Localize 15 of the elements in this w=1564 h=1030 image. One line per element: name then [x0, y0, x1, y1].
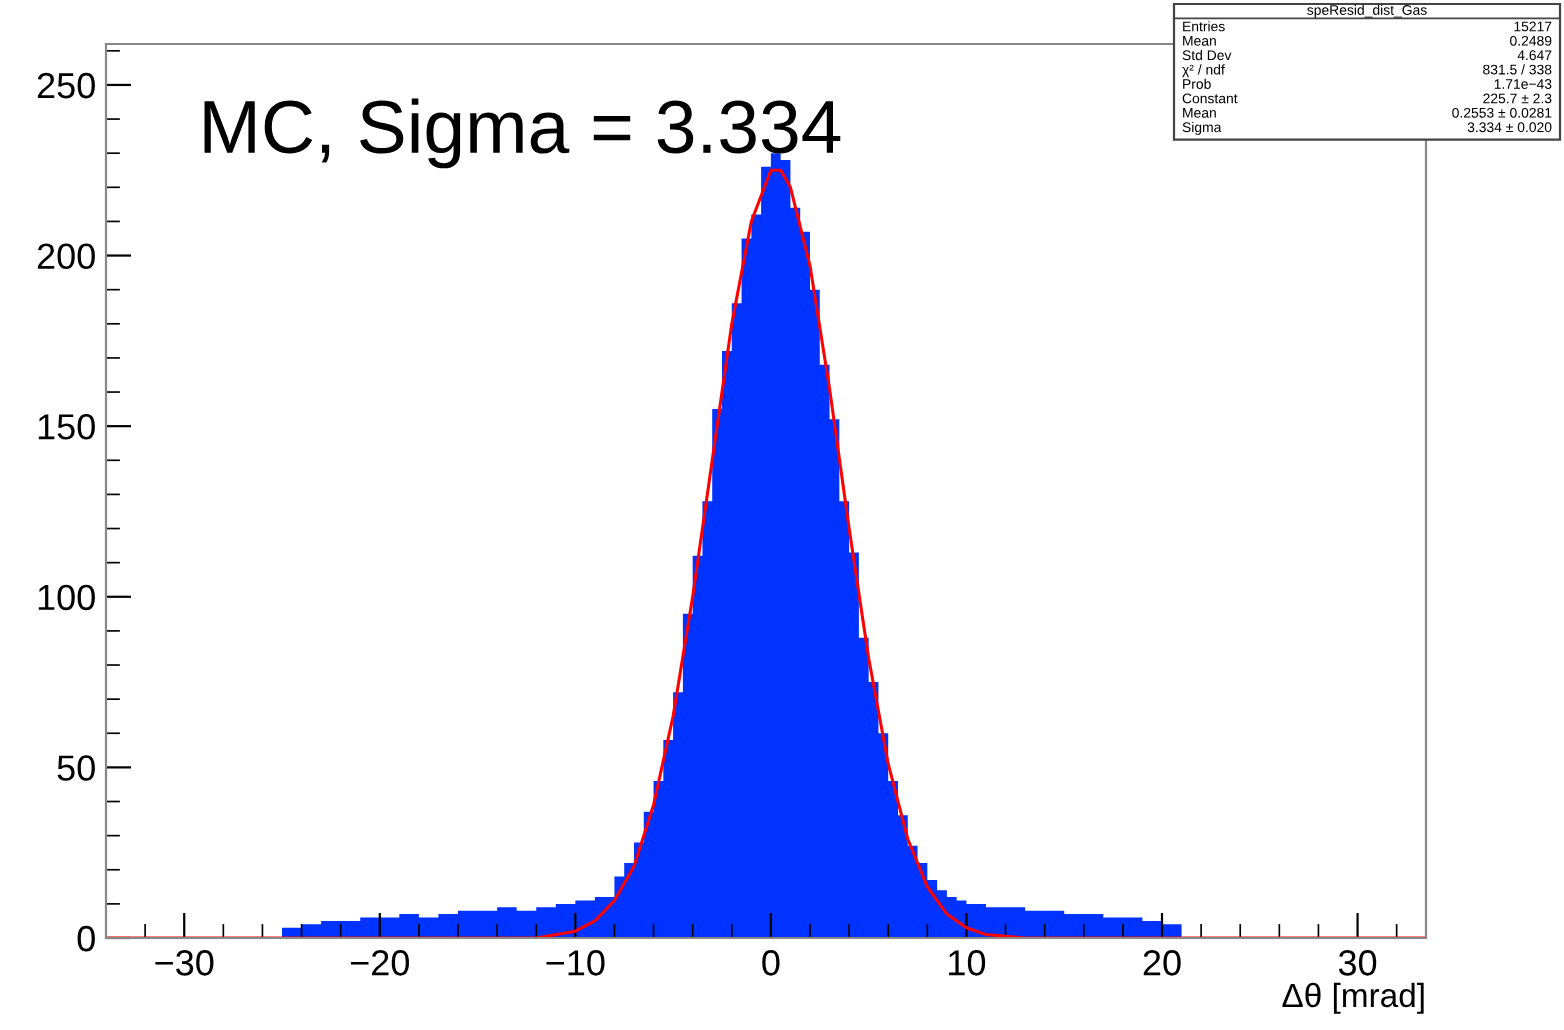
- x-tick-label: 30: [1338, 950, 1377, 976]
- x-tick-label: 20: [1143, 950, 1181, 976]
- x-axis-title: Δθ [mrad]: [1282, 982, 1424, 1014]
- y-tick-label: 50: [57, 755, 95, 781]
- y-tick-label: 250: [37, 72, 95, 99]
- y-tick-label: 100: [38, 584, 95, 611]
- annotation: MC, Sigma = 3.334: [204, 98, 841, 169]
- y-tick-label: 200: [37, 243, 95, 269]
- y-tick-label: 150: [38, 414, 95, 440]
- y-tick-label: 0: [77, 925, 95, 952]
- x-tick-label: −10: [546, 950, 605, 976]
- x-tick-label: 10: [949, 950, 986, 976]
- x-tick-label: −20: [350, 950, 409, 976]
- x-tick-label: −30: [155, 950, 214, 976]
- x-tick-label: 0: [762, 950, 780, 976]
